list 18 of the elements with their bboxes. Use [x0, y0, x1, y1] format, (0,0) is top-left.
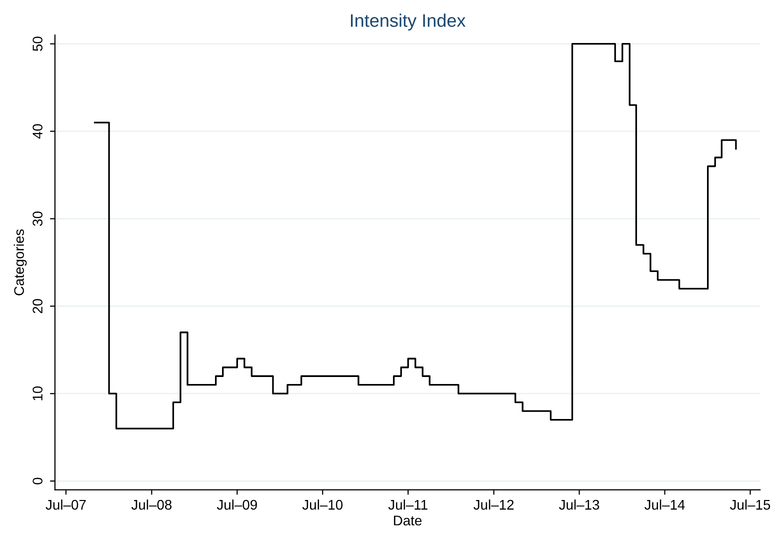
x-tick-label: Jul–12: [474, 500, 514, 510]
x-tick-label: Jul–15: [730, 500, 770, 510]
x-tick-label: Jul–10: [302, 500, 343, 510]
chart-title: Intensity Index: [350, 14, 466, 31]
y-tick-label: 40: [32, 124, 42, 139]
y-tick-label: 20: [32, 298, 42, 314]
y-tick-label: 50: [32, 36, 42, 52]
y-axis-title: Categories: [14, 229, 27, 296]
x-axis-title: Date: [394, 516, 422, 526]
y-tick-label: 10: [32, 386, 42, 400]
x-tick-label: Jul–07: [46, 500, 86, 510]
x-tick-label: Jul–08: [131, 500, 172, 510]
x-tick-label: Jul–13: [559, 500, 600, 510]
y-tick-label: 0: [32, 478, 42, 484]
x-tick-label: Jul–14: [644, 500, 685, 510]
x-tick-label: Jul–11: [388, 500, 428, 510]
y-tick-label: 30: [32, 212, 42, 226]
x-tick-label: Jul–09: [216, 500, 257, 510]
